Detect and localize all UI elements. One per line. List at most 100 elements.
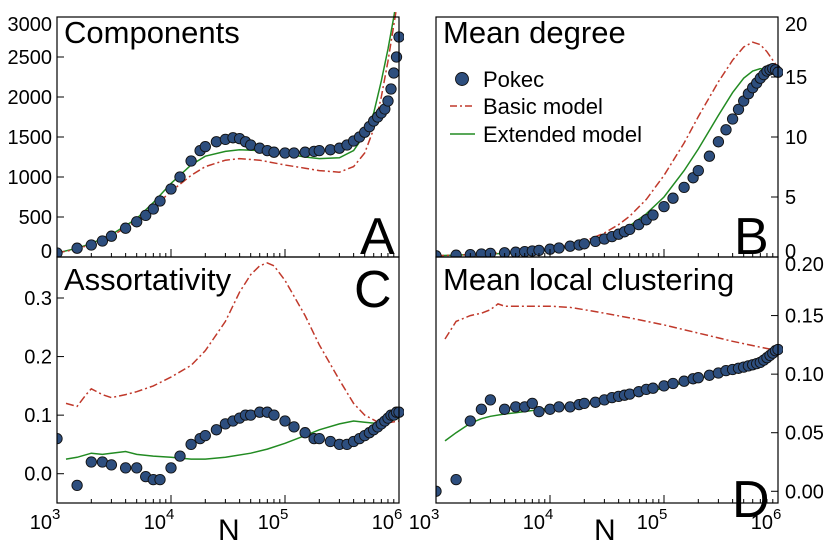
panel-A-letter: A [360,208,395,266]
panel-C-plot-area [57,262,404,492]
panel-D-pokec-point [667,377,679,390]
panel-A-pokec-point [268,146,280,158]
panel-A-pokec-point [199,140,211,153]
panel-A-pokec-point [105,230,118,242]
panel-A-y-tick-label: 1000 [8,167,53,189]
panel-D-pokec-point [436,485,442,497]
panel-C-pokec-point [71,479,83,492]
panel-D-frame [435,256,779,504]
panel-B-y-tick-label: 10 [785,127,807,149]
panel-A-pokec-point [185,155,197,167]
panel-A-y-tick-label: 2500 [8,47,53,69]
panel-D-y-tick-label: 0.05 [785,423,824,445]
panel-C-basic-line [65,262,400,425]
panel-B-y-tick-label: 0 [785,241,796,263]
panel-A-pokec-point [388,67,400,79]
panel-A-pokec-point [165,183,177,195]
panel-C-x-tick-label: 105 [258,506,289,534]
panel-B-pokec-point [553,242,565,254]
panel-C-pokec-point [299,427,311,439]
panel-B-pokec-point [726,113,739,125]
panel-A-pokec-point [382,95,394,107]
panel-A-pokec-point [147,203,159,215]
panel-B-letter: B [734,208,769,266]
panel-D-pokec-point [526,397,538,410]
panel-A-plot-area [57,12,404,257]
panel-B-y-tick-label: 5 [785,187,796,209]
panel-D-pokec-point [498,403,511,415]
panel-C-x-tick-label: 106 [372,506,403,534]
panel-C-pokec-point [154,473,166,486]
panel-D-y-tick-label: 0.10 [785,364,824,386]
panel-B-pokec-point [703,150,716,162]
panel-C-y-tick-label: 0.2 [24,347,52,369]
panel-C-pokec-point [57,432,63,445]
panel-D-pokec-point [533,405,545,418]
panel-B-pokec-point [732,103,745,116]
panel-C-title: Assortativity [64,262,232,297]
panel-D-pokec-point [450,473,462,486]
legend: Pokec Basic model Extended model [450,67,642,147]
panel-B-title: Mean degree [443,15,626,50]
panel-D-y-tick-label: 0.00 [785,481,824,503]
panel-B-y-tick-label: 15 [785,67,807,89]
panel-A-y-tick-label: 500 [19,207,52,229]
panel-A-pokec-point [140,209,152,222]
panel-A-y-tick-label: 1500 [8,127,53,149]
panel-C: Assortativity C 0.0 0.1 0.2 0.3 103 104 105 106 [24,256,404,534]
panel-B-basic-line [436,41,779,257]
panel-B-pokec-point [450,249,462,257]
panel-D-y-tick-label: 0.20 [785,254,824,276]
panel-C-x-tick-label: 104 [144,506,175,534]
panel-A-pokec-point [96,235,109,247]
panel-C-x-tick-label: 103 [30,506,61,534]
x-axis-label-right: N [594,514,616,543]
panel-D-pokec-point [553,401,565,413]
panel-D-y-tick-label: 0.15 [785,306,824,328]
legend-basic-label: Basic model [483,94,603,119]
panel-C-pokec-point [85,456,97,468]
panel-D-pokec-point [578,397,590,410]
panel-C-y-tick-label: 0.3 [24,288,52,310]
panel-B-pokec-point [678,181,690,194]
panel-C-pokec-point [279,415,291,427]
panel-D-pokec-point [484,394,497,406]
panel-D-plot-area [436,303,783,497]
panel-A-pokec-point [57,247,63,257]
panel-A-pokec-point [385,83,397,95]
panel-A-pokec-point [288,147,300,159]
panel-B-pokec-point [720,124,732,136]
panel-C-pokec-point [288,421,300,433]
panel-A-pokec-point [85,239,97,251]
panel-D-title: Mean local clustering [443,262,734,297]
panel-D-pokec-point [475,403,488,415]
panel-D-pokec-point [647,382,659,394]
panel-D-letter: D [732,471,770,529]
panel-A-pokec-point [390,51,403,63]
x-axis-labels: N N [218,514,616,543]
panel-A: Components A 0 500 1000 1500 2000 2500 3000 [8,12,404,266]
panel-C-pokec-point [313,432,325,445]
legend-pokec-label: Pokec [483,67,544,92]
panel-A-pokec-point [71,242,83,254]
panel-A-pokec-point [119,222,132,234]
legend-pokec-marker [455,72,469,86]
panel-D-x-tick-label: 103 [409,506,440,534]
panel-C-pokec-point [131,462,143,474]
panel-B: Mean degree B 0 5 10 15 20 [435,14,807,266]
panel-D-basic-line [444,303,779,352]
panel-C-extended-line [65,417,400,460]
panel-B-pokec-point [712,136,725,148]
panel-C-pokec-point [105,459,118,471]
panel-D-x-tick-label: 105 [637,506,668,534]
panel-A-pokec-point [154,195,166,207]
panel-C-y-tick-label: 0.0 [24,464,52,486]
panel-B-pokec-point [498,247,511,257]
panel-C-letter: C [354,261,392,319]
panel-C-pokec-point [199,429,211,442]
panel-A-y-tick-label: 2000 [8,87,53,109]
panel-A-pokec-point [174,171,186,183]
panel-B-pokec-point [436,250,442,257]
panel-B-pokec-point [484,247,497,257]
